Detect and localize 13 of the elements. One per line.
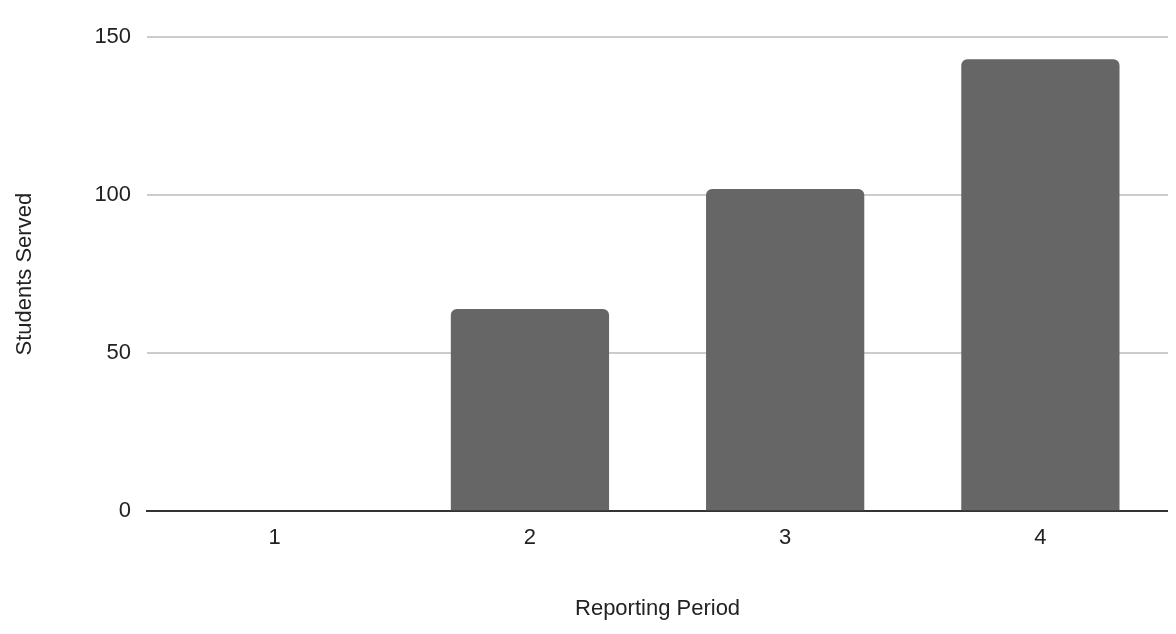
y-axis-title: Students Served [11,192,37,356]
y-tick-label: 150 [94,23,132,49]
x-tick-label: 3 [779,524,792,550]
bar [706,188,865,511]
y-tick-label: 100 [94,181,132,207]
bar [450,308,610,511]
x-axis-title: Reporting Period [575,594,741,620]
bar [961,59,1120,511]
y-tick-label: 0 [118,497,132,523]
x-tick-label: 4 [1034,524,1047,550]
y-tick-label: 50 [106,339,132,365]
x-tick-label: 2 [523,524,537,550]
x-tick-label: 1 [268,524,281,550]
